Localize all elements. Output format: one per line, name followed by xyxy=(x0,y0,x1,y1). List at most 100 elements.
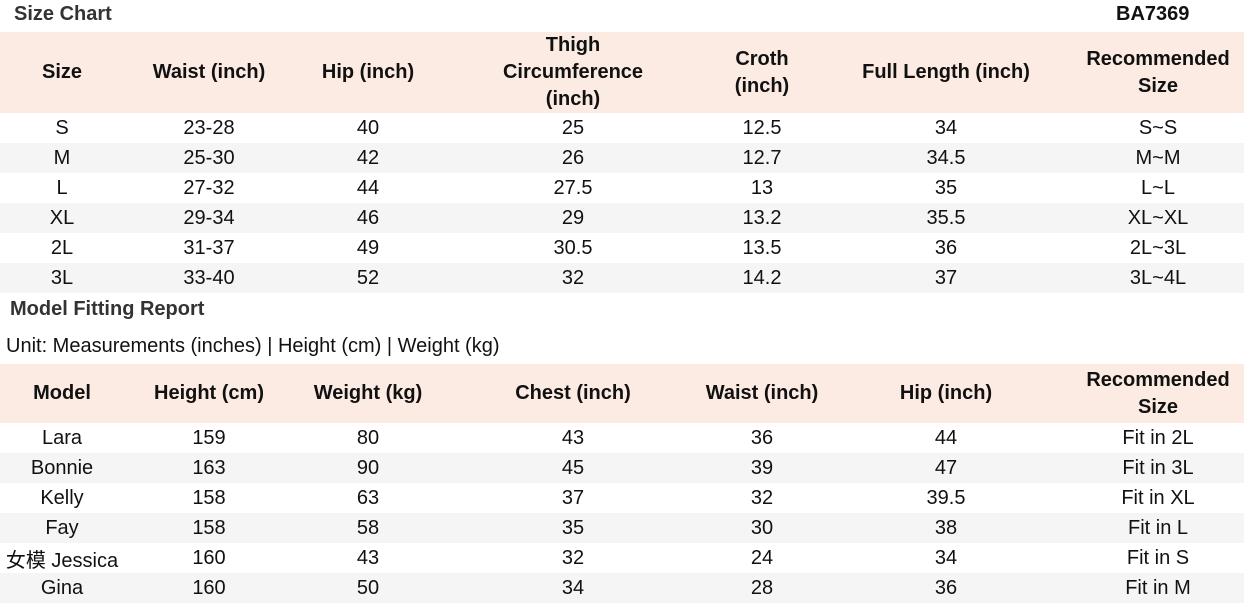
header-croth: Croth (inch) xyxy=(704,32,820,113)
model-report-cell-weight: 50 xyxy=(294,573,442,603)
model-report-header-row: Model Height (cm) Weight (kg) Chest (inc… xyxy=(0,364,1244,423)
header-hip: Hip (inch) xyxy=(294,32,442,113)
size-chart-cell-croth: 13 xyxy=(704,173,820,203)
size-chart-cell-croth: 13.2 xyxy=(704,203,820,233)
size-chart-cell-hip: 44 xyxy=(294,173,442,203)
model-report-cell-waist: 24 xyxy=(704,543,820,573)
size-chart-cell-size: 3L xyxy=(0,263,124,293)
model-report-row: Fay 158 58 35 30 38 Fit in L xyxy=(0,513,1244,543)
model-report-cell-waist: 39 xyxy=(704,453,820,483)
product-code: BA7369 xyxy=(1116,3,1190,25)
model-report-cell-recommended-size: Fit in 2L xyxy=(1072,423,1244,453)
model-report-cell-waist: 36 xyxy=(704,423,820,453)
size-chart-cell-waist: 27-32 xyxy=(124,173,294,203)
header-model-hip: Hip (inch) xyxy=(820,364,1072,423)
model-report-cell-recommended-size: Fit in L xyxy=(1072,513,1244,543)
model-report-cell-recommended-size: Fit in 3L xyxy=(1072,453,1244,483)
size-chart-cell-hip: 52 xyxy=(294,263,442,293)
model-report-cell-chest: 32 xyxy=(442,543,704,573)
size-chart-row: L 27-32 44 27.5 13 35 L~L xyxy=(0,173,1244,203)
size-chart-row: 2L 31-37 49 30.5 13.5 36 2L~3L xyxy=(0,233,1244,263)
model-report-cell-weight: 90 xyxy=(294,453,442,483)
size-chart-cell-croth: 12.7 xyxy=(704,143,820,173)
model-report-cell-chest: 45 xyxy=(442,453,704,483)
size-chart-cell-size: 2L xyxy=(0,233,124,263)
size-chart-cell-thigh: 26 xyxy=(442,143,704,173)
header-model-recommended-size: Recommended Size xyxy=(1072,364,1244,423)
model-report-table: Model Height (cm) Weight (kg) Chest (inc… xyxy=(0,364,1244,603)
model-report-title: Model Fitting Report xyxy=(10,298,205,320)
size-chart-title: Size Chart xyxy=(14,3,112,25)
size-chart-header-row: Size Waist (inch) Hip (inch) Thigh Circu… xyxy=(0,32,1244,113)
size-chart-cell-hip: 40 xyxy=(294,113,442,143)
model-report-cell-hip: 34 xyxy=(820,543,1072,573)
size-chart-cell-recommended-size: 3L~4L xyxy=(1072,263,1244,293)
model-report-cell-height: 159 xyxy=(124,423,294,453)
size-chart-cell-full-length: 34.5 xyxy=(820,143,1072,173)
model-report-cell-hip: 47 xyxy=(820,453,1072,483)
size-chart-cell-full-length: 37 xyxy=(820,263,1072,293)
model-report-cell-weight: 80 xyxy=(294,423,442,453)
size-chart-row: M 25-30 42 26 12.7 34.5 M~M xyxy=(0,143,1244,173)
model-report-cell-model: Kelly xyxy=(0,483,124,513)
size-chart-cell-size: M xyxy=(0,143,124,173)
size-chart-cell-hip: 49 xyxy=(294,233,442,263)
model-report-cell-hip: 36 xyxy=(820,573,1072,603)
header-size: Size xyxy=(0,32,124,113)
model-report-cell-waist: 30 xyxy=(704,513,820,543)
model-report-row: Kelly 158 63 37 32 39.5 Fit in XL xyxy=(0,483,1244,513)
model-report-cell-model: 女模 Jessica xyxy=(0,543,124,573)
model-report-cell-model: Gina xyxy=(0,573,124,603)
size-chart-cell-waist: 29-34 xyxy=(124,203,294,233)
size-chart-cell-croth: 12.5 xyxy=(704,113,820,143)
model-report-cell-waist: 28 xyxy=(704,573,820,603)
model-report-cell-recommended-size: Fit in S xyxy=(1072,543,1244,573)
size-chart-body: S 23-28 40 25 12.5 34 S~S M 25-30 42 26 12.7 34.5 M~M… xyxy=(0,113,1244,293)
size-chart-cell-hip: 42 xyxy=(294,143,442,173)
model-report-cell-height: 160 xyxy=(124,543,294,573)
size-chart-cell-size: L xyxy=(0,173,124,203)
model-report-cell-chest: 35 xyxy=(442,513,704,543)
model-report-cell-hip: 44 xyxy=(820,423,1072,453)
size-chart-cell-size: S xyxy=(0,113,124,143)
model-report-cell-weight: 63 xyxy=(294,483,442,513)
header-model-waist: Waist (inch) xyxy=(704,364,820,423)
header-full-length: Full Length (inch) xyxy=(820,32,1072,113)
header-chest: Chest (inch) xyxy=(442,364,704,423)
size-chart-row: S 23-28 40 25 12.5 34 S~S xyxy=(0,113,1244,143)
model-report-cell-chest: 37 xyxy=(442,483,704,513)
size-chart-cell-recommended-size: L~L xyxy=(1072,173,1244,203)
model-report-cell-height: 160 xyxy=(124,573,294,603)
size-chart-cell-croth: 14.2 xyxy=(704,263,820,293)
model-report-cell-height: 158 xyxy=(124,513,294,543)
model-report-cell-recommended-size: Fit in M xyxy=(1072,573,1244,603)
model-report-body: Lara 159 80 43 36 44 Fit in 2L Bonnie 163 90 45 39 4… xyxy=(0,423,1244,603)
model-report-cell-height: 158 xyxy=(124,483,294,513)
model-report-cell-chest: 43 xyxy=(442,423,704,453)
size-chart-cell-full-length: 35.5 xyxy=(820,203,1072,233)
size-chart-cell-thigh: 25 xyxy=(442,113,704,143)
model-report-row: 女模 Jessica 160 43 32 24 34 Fit in S xyxy=(0,543,1244,573)
model-report-cell-model: Bonnie xyxy=(0,453,124,483)
size-chart-cell-waist: 33-40 xyxy=(124,263,294,293)
header-model: Model xyxy=(0,364,124,423)
size-chart-cell-hip: 46 xyxy=(294,203,442,233)
model-report-cell-model: Fay xyxy=(0,513,124,543)
header-weight: Weight (kg) xyxy=(294,364,442,423)
size-chart-cell-full-length: 36 xyxy=(820,233,1072,263)
size-chart-cell-recommended-size: S~S xyxy=(1072,113,1244,143)
size-chart-cell-thigh: 30.5 xyxy=(442,233,704,263)
unit-note: Unit: Measurements (inches) | Height (cm… xyxy=(6,335,500,357)
size-chart-cell-recommended-size: XL~XL xyxy=(1072,203,1244,233)
model-report-cell-height: 163 xyxy=(124,453,294,483)
model-report-cell-waist: 32 xyxy=(704,483,820,513)
model-report-cell-model: Lara xyxy=(0,423,124,453)
size-chart-cell-thigh: 32 xyxy=(442,263,704,293)
size-chart-row: 3L 33-40 52 32 14.2 37 3L~4L xyxy=(0,263,1244,293)
size-chart-cell-thigh: 29 xyxy=(442,203,704,233)
model-report-cell-hip: 38 xyxy=(820,513,1072,543)
size-chart-cell-waist: 31-37 xyxy=(124,233,294,263)
model-report-row: Gina 160 50 34 28 36 Fit in M xyxy=(0,573,1244,603)
size-chart-table: Size Waist (inch) Hip (inch) Thigh Circu… xyxy=(0,32,1244,293)
size-chart-cell-waist: 25-30 xyxy=(124,143,294,173)
